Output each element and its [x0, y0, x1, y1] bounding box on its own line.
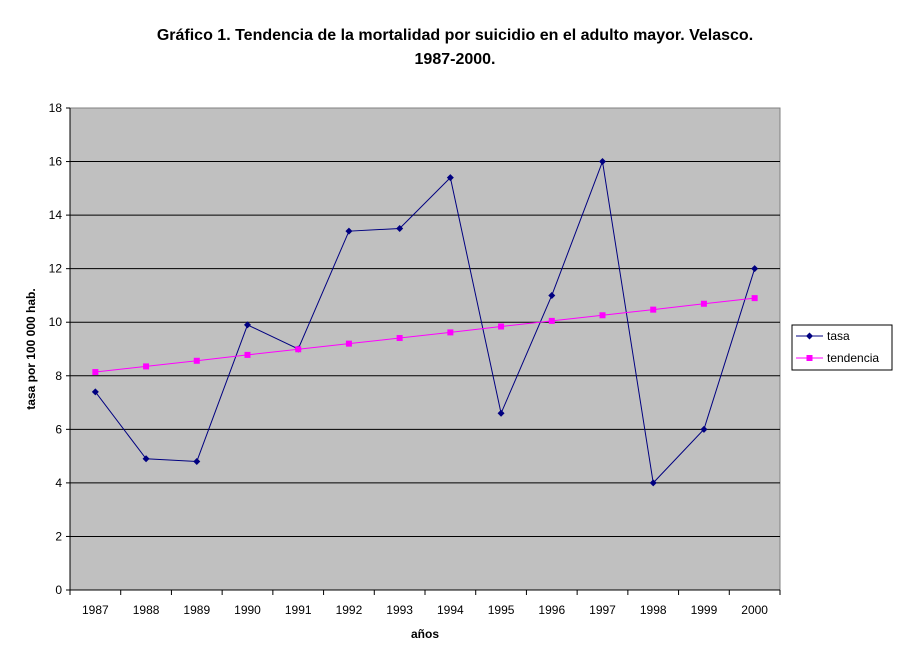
data-point-tendencia — [548, 317, 555, 324]
data-point-tendencia — [295, 346, 302, 353]
data-point-tendencia — [751, 295, 758, 302]
data-point-tendencia — [92, 369, 99, 376]
data-point-tasa — [446, 174, 454, 182]
data-point-tasa — [91, 388, 99, 396]
x-tick-label: 1988 — [133, 603, 160, 617]
data-point-tendencia — [447, 329, 454, 336]
y-tick-label: 18 — [49, 101, 63, 115]
data-point-tasa — [345, 227, 353, 235]
x-tick-label: 1998 — [640, 603, 667, 617]
series-line-tendencia — [95, 297, 755, 373]
y-tick-label: 16 — [49, 155, 63, 169]
x-tick-label: 1990 — [234, 603, 261, 617]
data-point-tasa — [599, 158, 606, 166]
x-tick-label: 1996 — [538, 603, 565, 617]
series-tendencia — [92, 295, 758, 376]
y-tick-label: 10 — [49, 315, 63, 329]
x-tick-label: 1992 — [336, 603, 363, 617]
data-point-tasa — [700, 425, 708, 433]
series-line-tasa — [94, 159, 756, 484]
y-tick-label: 4 — [55, 476, 62, 490]
data-point-tasa — [193, 457, 201, 465]
x-tick-label: 1987 — [82, 603, 109, 617]
chart-title-line2: 1987-2000. — [415, 51, 496, 68]
data-point-tendencia — [650, 306, 657, 313]
data-point-tasa — [497, 409, 505, 417]
data-point-tendencia — [244, 351, 251, 358]
legend: tasa tendencia — [791, 324, 893, 371]
x-tick-label: 1999 — [691, 603, 718, 617]
y-tick-label: 12 — [49, 262, 63, 276]
legend-box — [791, 324, 893, 371]
data-point-tendencia — [498, 323, 505, 330]
y-tick-label: 8 — [55, 369, 62, 383]
data-point-tasa — [649, 479, 657, 487]
x-tick-label: 1995 — [488, 603, 515, 617]
x-tick-label: 1989 — [183, 603, 210, 617]
y-tick-label: 2 — [55, 529, 62, 543]
x-axis-label: años — [411, 627, 439, 641]
series-tasa — [91, 158, 759, 487]
data-point-tendencia — [700, 300, 707, 307]
plot-area — [69, 107, 781, 591]
data-point-tendencia — [396, 335, 403, 342]
y-axis-label: tasa por 100 000 hab. — [24, 288, 38, 409]
data-point-tasa — [142, 455, 150, 463]
x-tick-label: 1993 — [386, 603, 413, 617]
data-point-tasa — [751, 265, 759, 273]
y-tick-label: 6 — [55, 422, 62, 436]
legend-tasa-marker — [806, 332, 813, 340]
x-tick-label: 1997 — [589, 603, 616, 617]
data-point-tasa — [396, 225, 404, 232]
data-point-tasa — [244, 321, 251, 329]
data-point-tendencia — [345, 340, 352, 347]
data-point-tendencia — [193, 357, 200, 364]
legend-tasa-label: tasa — [827, 329, 850, 343]
data-point-tendencia — [143, 363, 150, 370]
x-tick-label: 1994 — [437, 603, 464, 617]
x-tick-label: 2000 — [741, 603, 768, 617]
data-point-tasa — [548, 291, 556, 299]
chart-title-line1: Gráfico 1. Tendencia de la mortalidad po… — [157, 27, 753, 44]
y-tick-label: 14 — [49, 208, 63, 222]
legend-tendencia-label: tendencia — [827, 351, 879, 365]
legend-tendencia-marker — [806, 355, 813, 361]
x-tick-label: 1991 — [285, 603, 312, 617]
data-point-tendencia — [599, 312, 606, 319]
y-tick-label: 0 — [55, 583, 62, 597]
